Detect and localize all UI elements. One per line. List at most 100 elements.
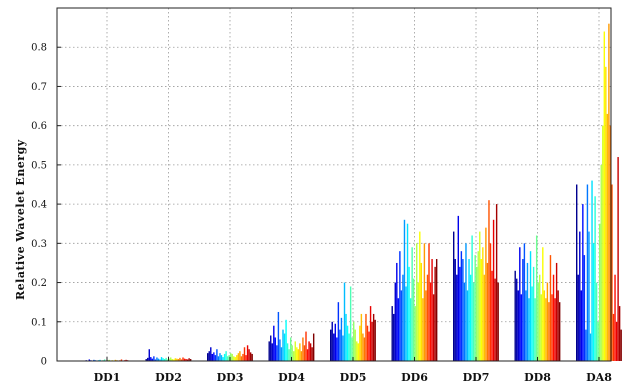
bar-dd8-2	[516, 278, 518, 361]
bar-dd8-23	[548, 302, 550, 361]
y-tick-label: 0.3	[31, 239, 47, 250]
y-tick-label: 0.7	[31, 82, 47, 93]
bar-dd6-9	[403, 219, 406, 361]
bar-dd2-21	[176, 358, 178, 361]
bar-dd3-2	[208, 351, 210, 361]
bar-dd6-20	[420, 262, 423, 361]
bar-dd5-14	[349, 286, 352, 361]
bar-dd7-20	[482, 247, 484, 361]
bar-da8-21	[606, 113, 609, 362]
x-category-label: DD1	[94, 371, 121, 384]
bar-dd4-3	[271, 343, 273, 361]
bar-dd6-28	[432, 294, 435, 361]
bar-dd4-27	[308, 341, 310, 361]
bar-dd7-11	[468, 259, 470, 361]
y-tick-labels: 0 0.1 0.2 0.3 0.4 0.5 0.6 0.7 0.8	[31, 43, 61, 368]
bar-dd5-19	[357, 343, 360, 361]
bar-dd2-9	[157, 358, 160, 361]
bar-dd4-29	[311, 347, 313, 361]
bar-dd4-25	[305, 331, 307, 361]
bar-dd4-19	[296, 347, 298, 361]
bar-dd7-30	[497, 282, 499, 361]
bar-dd5-24	[365, 313, 367, 361]
bar-dd8-28	[555, 262, 558, 361]
bars-layer	[84, 23, 622, 362]
bar-dd7-8	[463, 282, 466, 361]
bar-dd2-23	[179, 357, 181, 361]
bar-dd2-25	[182, 357, 184, 361]
bar-dd3-9	[219, 353, 221, 361]
bar-dd4-24	[303, 345, 306, 361]
x-category-label: DD4	[278, 371, 305, 384]
bar-dd2-12	[162, 358, 164, 361]
bar-dd5-12	[346, 325, 349, 361]
bar-dd6-18	[417, 282, 419, 361]
bar-dd6-2	[393, 313, 395, 361]
bar-dd2-18	[171, 359, 173, 361]
bar-dd2-16	[168, 358, 170, 361]
bar-dd6-8	[402, 274, 404, 361]
bar-dd4-21	[299, 343, 301, 361]
bar-dd8-8	[525, 290, 527, 361]
bar-dd6-4	[396, 262, 398, 361]
bar-dd2-19	[173, 359, 175, 361]
bar-dd5-20	[359, 325, 361, 361]
bar-dd3-8	[217, 356, 220, 361]
bar-dd4-18	[294, 341, 296, 361]
bar-dd1-17	[108, 359, 110, 361]
bar-dd7-16	[476, 266, 478, 361]
bar-dd4-16	[291, 345, 293, 361]
bar-dd2-6	[153, 356, 155, 361]
bar-da8-27	[615, 321, 618, 361]
bar-dd4-2	[270, 335, 272, 361]
bar-dd7-5	[459, 266, 461, 361]
bar-dd8-29	[557, 290, 559, 361]
bar-dd4-8	[279, 339, 281, 361]
bar-dd5-16	[353, 321, 355, 361]
bar-dd5-15	[351, 337, 353, 361]
bar-dd1-25	[120, 359, 123, 361]
bar-dd1-4	[88, 359, 91, 361]
bar-dd3-11	[222, 357, 224, 361]
bar-dd4-30	[312, 333, 315, 361]
bar-dd3-19	[234, 357, 237, 361]
bar-da8-30	[620, 329, 622, 361]
bar-dd6-27	[431, 259, 433, 361]
bar-dd8-12	[531, 286, 533, 361]
bar-dd5-3	[333, 333, 335, 361]
bar-da8-17	[600, 164, 602, 361]
bar-dd8-25	[551, 294, 553, 361]
bar-dd5-13	[348, 333, 350, 361]
bar-dd6-14	[411, 247, 413, 361]
bar-dd7-6	[460, 251, 463, 361]
bar-dd8-17	[539, 274, 541, 361]
bar-dd8-9	[526, 262, 529, 361]
x-category-label: DD5	[340, 371, 367, 384]
bar-da8-4	[580, 290, 583, 361]
bar-dd5-8	[340, 317, 343, 361]
bar-dd7-21	[483, 274, 486, 361]
bar-dd5-25	[366, 325, 369, 361]
bar-dd5-4	[334, 323, 337, 361]
x-category-label: DD2	[155, 371, 182, 384]
bar-dd4-13	[286, 343, 289, 361]
bar-dd6-26	[429, 282, 432, 361]
bar-dd3-23	[240, 356, 243, 361]
bar-da8-2	[577, 274, 579, 361]
bar-dd5-26	[368, 331, 370, 361]
bar-dd5-23	[363, 337, 366, 361]
bar-dd3-22	[239, 351, 241, 361]
bar-dd5-11	[345, 313, 347, 361]
bar-dd5-30	[374, 319, 376, 361]
y-axis-title: Relative Wavelet Energy	[14, 139, 27, 300]
bar-dd1-11	[99, 359, 101, 361]
bar-dd2-2	[147, 357, 149, 361]
bar-dd2-5	[151, 358, 154, 361]
y-tick-label: 0.2	[31, 278, 47, 289]
bar-dd8-30	[558, 302, 561, 361]
bar-dd5-6	[337, 302, 340, 361]
bar-dd2-17	[170, 357, 172, 361]
bar-dd1-14	[103, 359, 106, 361]
bar-dd6-10	[405, 286, 407, 361]
bar-dd6-25	[428, 243, 430, 361]
